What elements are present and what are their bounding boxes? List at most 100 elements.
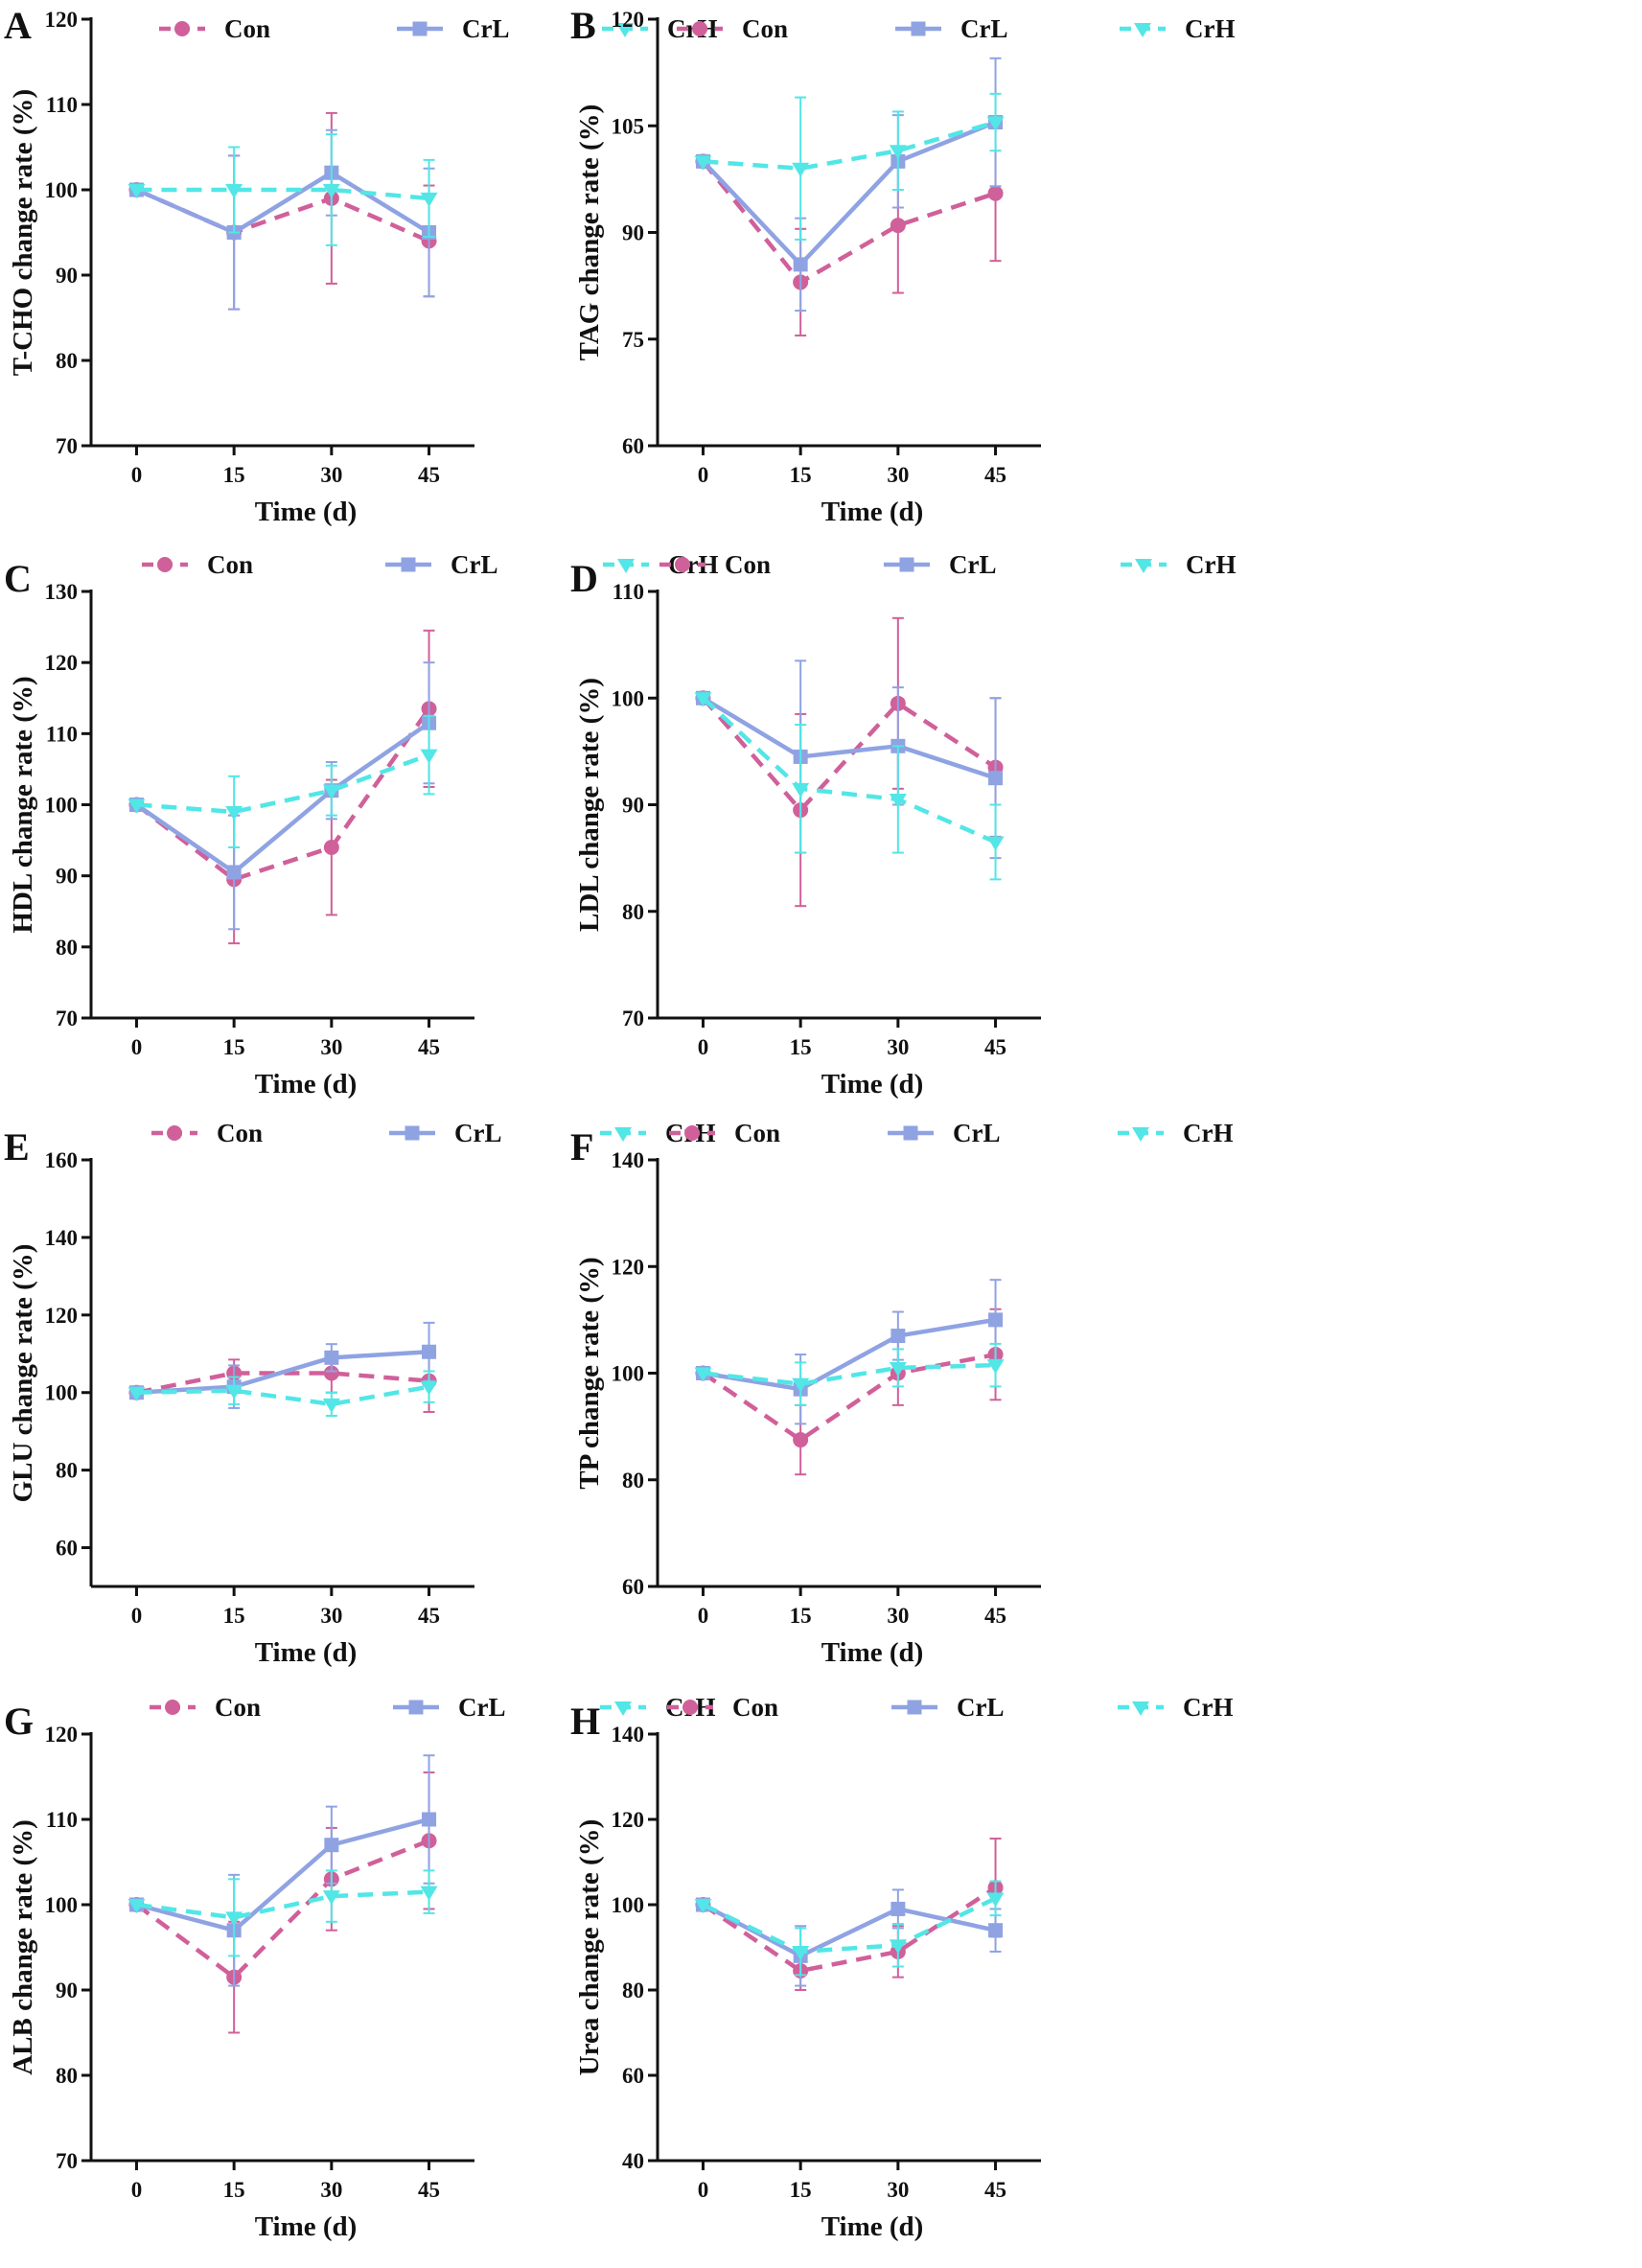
legend-label: CrL (462, 14, 510, 43)
legend-marker (412, 21, 428, 36)
series-crl (695, 660, 1004, 860)
x-tick-label: 0 (698, 1035, 709, 1059)
data-point (694, 692, 712, 707)
legend-crh: CrH (600, 1693, 715, 1722)
data-point (694, 155, 712, 171)
data-point (225, 1911, 243, 1927)
y-tick-label: 110 (46, 722, 78, 746)
legend-label: CrL (454, 1119, 502, 1147)
series-line (136, 752, 430, 815)
x-tick-label: 15 (790, 2178, 812, 2202)
data-point (988, 771, 1004, 786)
y-tick-label: 90 (56, 264, 78, 288)
series-con (695, 616, 1004, 908)
legend-crl: CrL (397, 14, 510, 43)
data-point (988, 1312, 1004, 1328)
series-con (128, 629, 437, 945)
data-point (986, 1359, 1005, 1375)
data-point (322, 1890, 340, 1906)
legend-crh: CrH (1118, 1119, 1233, 1147)
data-point (890, 218, 906, 234)
chart-panel-h: H 40 60 80 100 120 140 0 15 30 45 Time (d) Urea chan… (570, 1693, 1233, 2242)
legend-crl: CrL (393, 1693, 506, 1722)
x-tick-label: 30 (320, 2178, 342, 2202)
series-crh (694, 1342, 1005, 1406)
data-point (889, 145, 907, 160)
y-tick-label: 80 (622, 1469, 644, 1493)
x-tick-label: 30 (320, 463, 342, 487)
y-tick-label: 70 (56, 1007, 78, 1030)
series-line (136, 1350, 429, 1395)
series-line (135, 721, 430, 875)
series-crl (128, 661, 437, 931)
series-crh (127, 1370, 438, 1417)
data-point (792, 162, 810, 177)
data-point (986, 1892, 1005, 1908)
x-tick-label: 30 (887, 2178, 909, 2202)
x-tick-label: 30 (887, 463, 909, 487)
data-point (890, 1329, 906, 1344)
y-tick-label: 80 (622, 900, 644, 924)
x-tick-label: 30 (887, 1035, 909, 1059)
series-line (136, 1889, 429, 1920)
legend-label: CrL (949, 550, 997, 579)
x-tick-label: 30 (320, 1035, 342, 1059)
series-line (135, 1839, 430, 1979)
data-point (127, 1386, 146, 1401)
x-tick-label: 30 (887, 1604, 909, 1628)
legend-label: CrH (1183, 1693, 1233, 1722)
legend-crl: CrL (884, 550, 997, 579)
data-point (322, 784, 340, 799)
data-point (793, 1432, 809, 1448)
x-axis-title: Time (d) (255, 497, 358, 527)
x-tick-label: 45 (984, 2178, 1006, 2202)
y-axis-title: GLU change rate (%) (8, 1244, 38, 1503)
legend-crl: CrL (888, 1119, 1001, 1147)
y-axis-title: T-CHO change rate (%) (8, 89, 38, 376)
data-point (694, 1367, 712, 1382)
legend-label: CrH (1183, 1119, 1233, 1147)
y-tick-label: 140 (612, 1723, 645, 1747)
data-point (890, 1901, 906, 1916)
data-point (422, 1812, 437, 1827)
x-tick-label: 0 (698, 2178, 709, 2202)
y-tick-label: 60 (622, 2064, 644, 2088)
legend-label: Con (734, 1119, 780, 1147)
legend-crl: CrL (895, 14, 1008, 43)
legend-label: CrL (957, 1693, 1005, 1722)
legend-crl: CrL (385, 550, 498, 579)
x-tick-label: 15 (223, 1035, 245, 1059)
legend-marker (684, 1125, 700, 1141)
y-tick-label: 60 (56, 1537, 78, 1561)
x-tick-label: 0 (131, 2178, 143, 2202)
data-point (422, 1344, 437, 1359)
y-axis-title: ALB change rate (%) (8, 1819, 38, 2075)
x-tick-label: 15 (790, 1604, 812, 1628)
x-tick-label: 45 (418, 2178, 440, 2202)
x-tick-label: 45 (418, 1035, 440, 1059)
series-line (701, 159, 997, 285)
y-axis-title: HDL change rate (%) (8, 676, 38, 933)
legend-marker (165, 1700, 180, 1715)
y-tick-label: 120 (612, 8, 645, 32)
panel-letter: F (570, 1125, 593, 1169)
series-crl (695, 1888, 1004, 1987)
x-tick-label: 0 (131, 1035, 143, 1059)
data-point (889, 1361, 907, 1377)
chart-panel-a: A 70 80 90 100 110 120 0 15 30 45 Time (d) T-CHO cha… (4, 4, 717, 527)
chart-panel-b: B 60 75 90 105 120 0 15 30 45 Time (d) TAG change r… (570, 4, 1235, 527)
y-tick-label: 120 (45, 1304, 79, 1328)
y-tick-label: 80 (56, 1459, 78, 1483)
series-line (701, 120, 997, 267)
x-tick-label: 0 (698, 463, 709, 487)
data-point (694, 1899, 712, 1913)
y-tick-label: 110 (613, 580, 644, 604)
series-con (128, 1771, 437, 2034)
panel-letter: E (4, 1125, 30, 1169)
data-point (792, 782, 810, 798)
legend-marker (1135, 559, 1152, 573)
x-axis-title: Time (d) (821, 1069, 924, 1099)
x-tick-label: 0 (131, 1604, 143, 1628)
series-crl (128, 128, 437, 311)
x-axis-title: Time (d) (821, 1637, 924, 1668)
